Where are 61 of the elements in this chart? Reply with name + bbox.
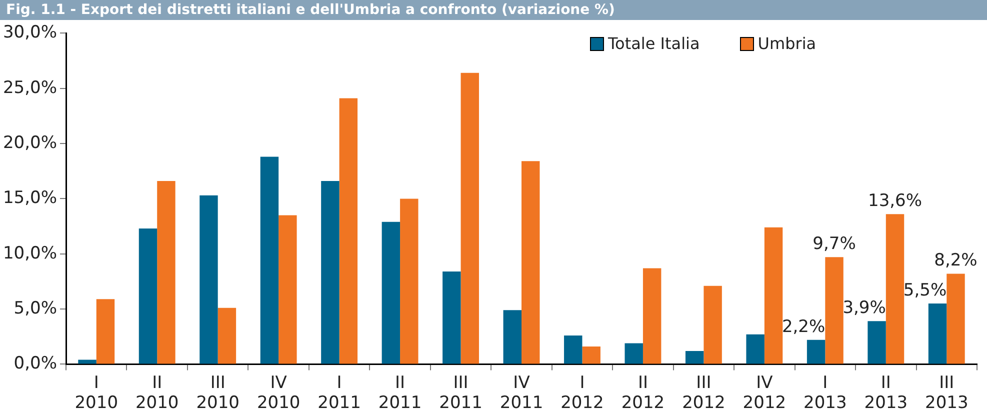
legend-label: Umbria (758, 34, 816, 53)
bar (400, 198, 418, 364)
bar (886, 214, 904, 364)
x-tick-label: III 2010 (196, 372, 240, 414)
bar (321, 181, 340, 364)
bar (200, 195, 218, 364)
y-tick-label: 10,0% (2, 243, 58, 264)
bar (624, 343, 643, 364)
bar (642, 268, 662, 364)
x-tick-label: II 2010 (135, 372, 179, 414)
bar (764, 227, 783, 364)
bar (582, 346, 600, 364)
x-tick-label: I 2010 (74, 372, 118, 414)
x-tick-label: III 2013 (925, 372, 968, 414)
bar (460, 72, 479, 364)
bar (685, 350, 704, 364)
y-tick-label: 30,0% (2, 22, 58, 43)
y-tick-label: 15,0% (2, 188, 58, 208)
y-tick-label: 25,0% (2, 78, 58, 98)
bar (218, 308, 236, 364)
x-tick-label: II 2013 (864, 372, 908, 414)
bar (746, 334, 764, 364)
bar (825, 257, 844, 364)
bar (503, 310, 522, 364)
data-label: 3,9% (842, 298, 886, 318)
bar (522, 161, 540, 364)
y-tick-label: 20,0% (2, 132, 58, 153)
x-tick-label: IV 2011 (500, 372, 544, 414)
x-tick-label: I 2012 (560, 372, 604, 414)
bar (138, 228, 158, 364)
bar (704, 286, 722, 364)
data-label: 9,7% (812, 234, 856, 254)
bar (946, 274, 965, 364)
data-label: 8,2% (934, 250, 978, 271)
x-tick-label: II 2011 (378, 372, 422, 414)
bar (278, 215, 297, 364)
x-tick-label: I 2011 (318, 372, 361, 414)
bar (157, 181, 176, 364)
x-tick-label: II 2012 (621, 372, 665, 414)
data-label: 5,5% (903, 280, 947, 300)
bar (442, 272, 461, 364)
data-label: 13,6% (868, 191, 922, 212)
bar (260, 156, 279, 364)
x-tick-label: III 2012 (682, 372, 726, 414)
data-label: 2,2% (782, 316, 826, 337)
bar (96, 299, 115, 364)
bar (928, 304, 947, 364)
legend-label: Totale Italia (608, 34, 700, 53)
bar (564, 336, 582, 364)
chart-title: Fig. 1.1 - Export dei distretti italiani e dell'Umbria a confronto (variazione %) (0, 0, 987, 20)
bar (868, 321, 886, 364)
x-tick-label: III 2011 (439, 372, 482, 414)
bar (78, 360, 96, 364)
y-tick-label: 0,0% (14, 354, 58, 374)
x-tick-label: IV 2010 (256, 372, 300, 414)
bar (339, 98, 358, 364)
bar (806, 340, 826, 364)
x-tick-label: IV 2012 (742, 372, 786, 414)
x-tick-label: I 2013 (804, 372, 847, 414)
bar (382, 222, 400, 364)
y-tick-label: 5,0% (14, 298, 58, 318)
